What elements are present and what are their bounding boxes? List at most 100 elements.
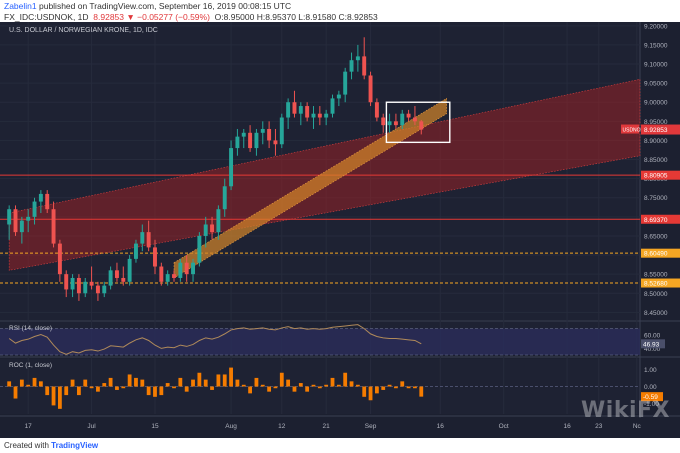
candle [222,186,227,210]
roc-bar [70,379,75,387]
roc-bar [121,386,126,389]
roc-bar [172,386,176,389]
time-tick-label: 16 [437,423,445,430]
candle [165,274,170,282]
candle [108,270,113,286]
price-change: 8.92853 ▼ −0.05277 (−0.59%) [93,12,210,22]
candle [336,94,341,99]
roc-bar [89,386,94,389]
candle [64,274,69,290]
level-label-bg [641,248,680,258]
candle [381,117,386,126]
roc-bar [45,386,50,396]
roc-bar [115,386,119,390]
roc-bar [102,383,107,387]
roc-bar [108,377,113,387]
candle [19,220,24,233]
candle [83,281,88,294]
roc-bar [400,381,405,387]
candle [343,71,348,95]
time-tick-label: Oct [499,423,509,430]
rsi-label: RSI (14, close) [9,325,52,332]
candle [400,113,405,126]
candle [191,262,195,275]
time-tick-label: 17 [25,423,33,430]
roc-bar [267,386,272,392]
candle [387,121,392,126]
roc-bar [292,386,297,392]
candle [45,193,50,210]
time-tick-label: Jul [87,423,96,430]
price-chart[interactable]: 9.20000 9.15000 9.10000 9.05000 9.00000 8.950… [0,22,680,438]
price-tick-label: 8.55000 [644,272,668,279]
candle [89,281,94,286]
candle [210,224,215,233]
candle [254,132,259,149]
candle [419,121,424,130]
rsi-value-bg [641,339,665,349]
roc-bar [273,386,278,389]
roc-bar [83,379,88,387]
candle [57,243,62,275]
roc-bar [216,374,221,387]
roc-bar [229,367,233,387]
roc-bar [343,372,348,387]
roc-bar [203,379,208,387]
candle [406,113,411,118]
candle [203,224,208,236]
price-tick-label: 9.20000 [644,23,668,30]
roc-bar [279,372,284,387]
wikifx-watermark: WikiFX [581,398,670,423]
last-price-bg [641,124,680,135]
roc-bar [127,374,132,387]
level-label-bg [641,278,680,288]
author-link[interactable]: Zabelin1 [4,1,37,11]
roc-bar [330,377,335,387]
roc-bar [324,384,329,387]
roc-bar [317,386,322,389]
rsi-band [0,328,640,355]
roc-bar [146,386,151,396]
candle [134,243,138,259]
roc-bar [184,386,189,392]
tradingview-brand[interactable]: TradingView [51,441,99,450]
candle [216,209,221,233]
candle [374,102,379,118]
chart-title: U.S. DOLLAR / NORWEGIAN KRONE, 1D, IDC [9,27,158,34]
roc-tick-label: 0.00 [644,384,657,391]
level-label: 8.80905 [644,173,668,180]
candle [114,270,119,278]
roc-bar [387,384,392,387]
roc-bar [260,384,265,387]
level-label-bg [641,170,680,180]
roc-bar [235,379,240,387]
price-tick-label: 8.95000 [644,119,668,126]
price-tick-label: 8.85000 [644,157,668,164]
candle [317,113,322,118]
roc-bar [210,386,214,390]
candle [362,56,367,76]
candle [292,102,297,114]
candle [51,209,56,244]
time-tick-label: 15 [151,423,159,430]
roc-bar [57,386,62,409]
roc-tick-label: 1.00 [644,367,657,374]
candle [38,193,43,202]
candle [286,102,291,118]
roc-bar [406,386,411,389]
chart-header: Zabelin1 published on TradingView.com, S… [0,0,680,22]
roc-bar [419,386,424,397]
rsi-tick-label: 60.00 [644,333,661,340]
roc-bar [413,386,417,389]
orange-channel [173,97,447,279]
roc-bar [197,372,202,387]
roc-bar [311,384,316,387]
candle [235,136,240,149]
candle [178,262,183,278]
roc-bar [254,377,259,387]
symbol-label: FX_IDC:USDNOK, 1D [4,12,89,22]
time-tick-label: 16 [563,423,571,430]
roc-value-bg [641,392,663,402]
candle [95,285,100,294]
ohlc-values: O:8.95000 H:8.95370 L:8.91580 C:8.92853 [214,12,378,22]
